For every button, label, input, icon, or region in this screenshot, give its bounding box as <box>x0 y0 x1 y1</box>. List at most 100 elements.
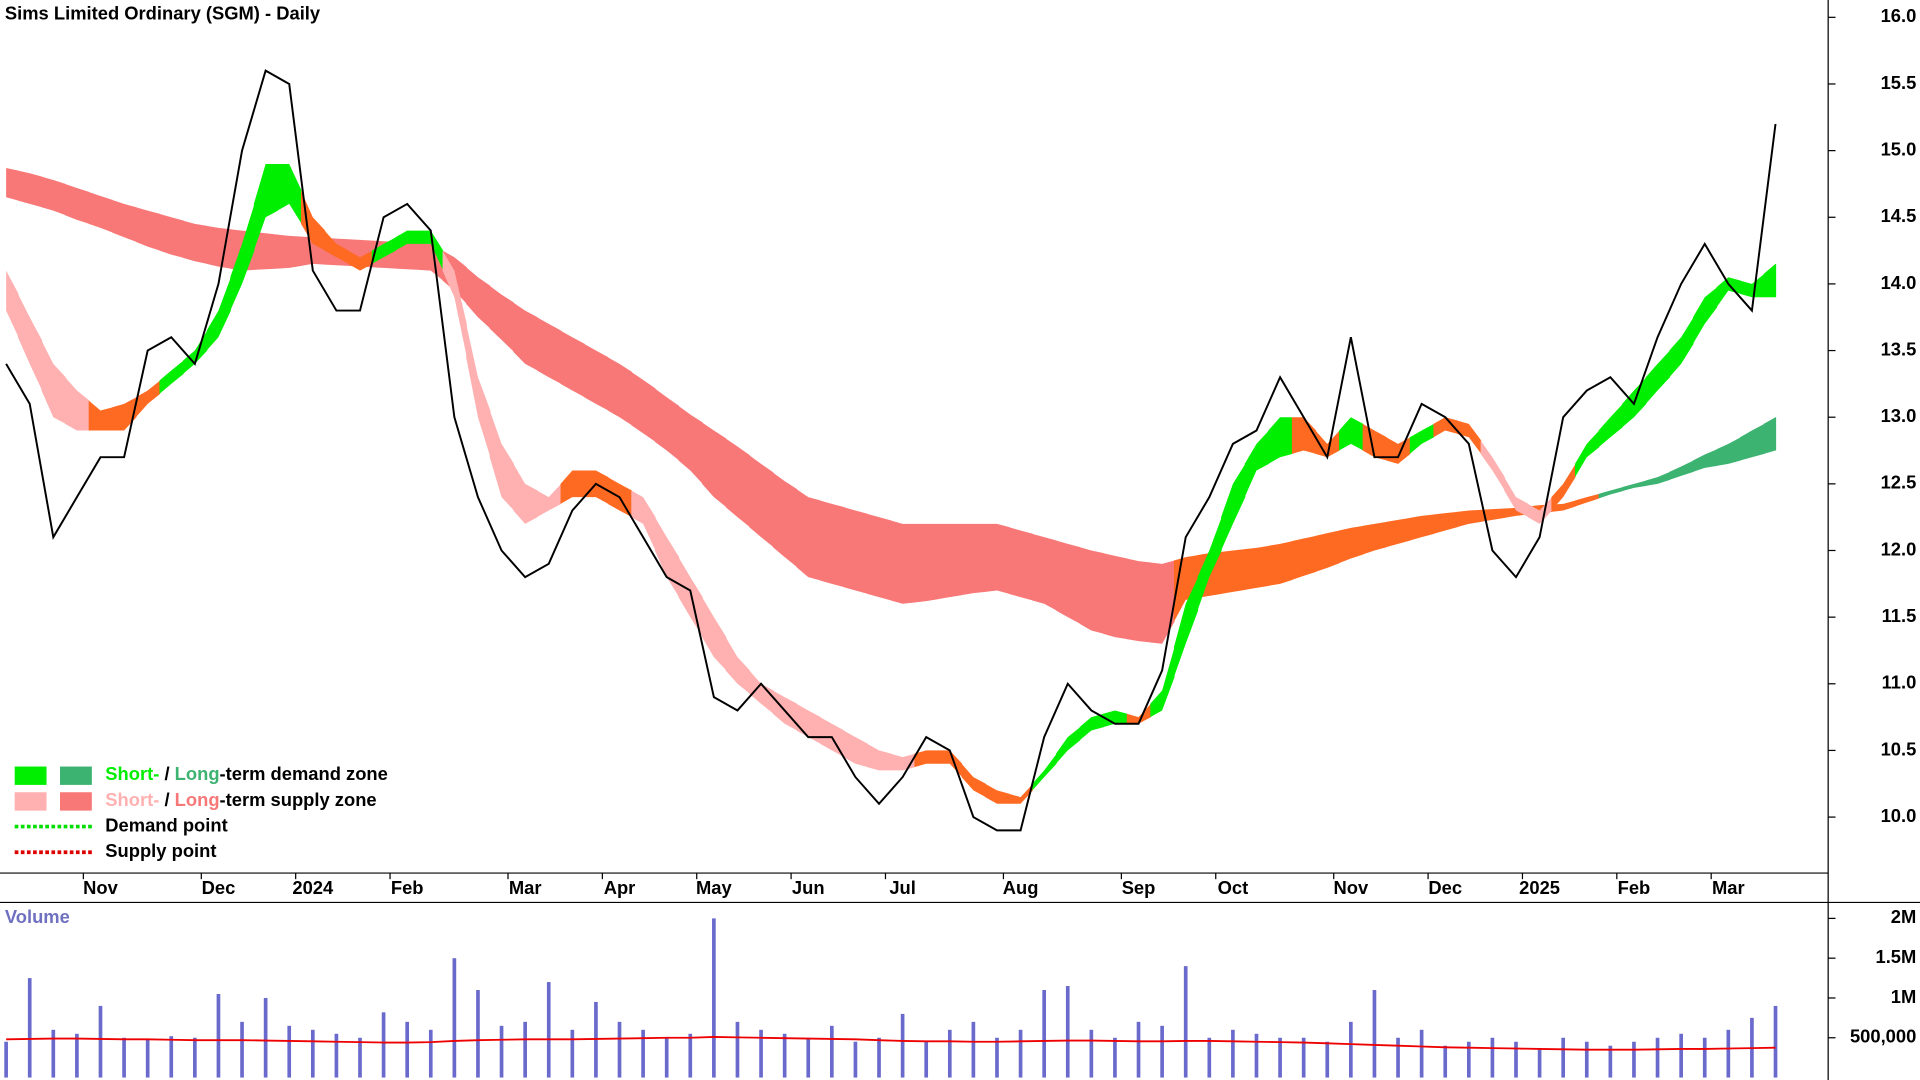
volume-bar <box>806 1037 811 1078</box>
zone-band <box>1315 430 1340 458</box>
x-tick-label: Sep <box>1122 877 1156 898</box>
y-tick-label: 11.0 <box>1882 672 1917 693</box>
zone-band <box>1692 449 1718 472</box>
zone-band <box>253 163 279 251</box>
zone-band <box>1386 437 1411 464</box>
zone-band <box>1244 430 1269 498</box>
zone-band <box>961 523 986 596</box>
zone-band <box>112 199 137 242</box>
volume-bar <box>688 1033 693 1078</box>
zone-band <box>1126 558 1151 643</box>
volume-bar <box>1183 966 1188 1078</box>
zone-band <box>253 231 279 270</box>
volume-bar <box>1702 1037 1707 1078</box>
legend-text: Long <box>175 763 220 784</box>
zone-band <box>41 176 66 216</box>
zone-band <box>1103 553 1128 640</box>
volume-bar <box>1160 1025 1164 1078</box>
zone-band <box>277 234 302 269</box>
zone-band <box>607 357 632 426</box>
zone-band <box>1079 713 1104 741</box>
x-tick-label: Feb <box>1618 877 1651 898</box>
volume-bar <box>1537 1049 1542 1078</box>
volume-bar <box>1136 1021 1141 1078</box>
volume-bar <box>1113 1037 1117 1078</box>
zone-band <box>489 285 514 352</box>
zone-band <box>1409 514 1435 541</box>
zone-band <box>820 500 845 588</box>
volume-bar <box>1726 1029 1731 1078</box>
zone-band <box>749 455 774 548</box>
zone-band <box>1126 703 1151 724</box>
x-tick-label: Aug <box>1003 877 1039 898</box>
x-tick-label: Dec <box>1428 877 1462 898</box>
volume-bar <box>1065 986 1070 1078</box>
y-tick-label: 10.0 <box>1881 805 1917 826</box>
zone-band <box>1645 471 1670 486</box>
zone-band <box>135 207 161 251</box>
zone-band <box>371 237 396 264</box>
volume-bar <box>51 1029 56 1078</box>
volume-bar <box>405 1021 410 1078</box>
zone-band <box>536 317 562 384</box>
zone-band <box>536 483 562 518</box>
zone-band <box>112 397 137 431</box>
zone-band <box>678 405 703 484</box>
zone-band <box>230 203 255 311</box>
zone-band <box>1669 317 1694 378</box>
chart-title: Sims Limited Ordinary (SGM) - Daily <box>5 3 321 24</box>
zone-band <box>1291 535 1317 580</box>
volume-bar <box>358 1037 362 1078</box>
volume-bar <box>1419 1029 1424 1078</box>
y-tick-label: 10.5 <box>1881 738 1917 759</box>
zone-band <box>513 463 538 524</box>
y-tick-label: 12.0 <box>1881 538 1917 559</box>
volume-bar <box>98 1005 103 1078</box>
zone-band <box>1008 783 1033 804</box>
zone-band <box>725 637 750 694</box>
zone-band <box>584 470 609 504</box>
zone-band <box>1433 417 1458 438</box>
x-tick-label: Mar <box>1712 877 1745 898</box>
zone-band <box>88 400 113 431</box>
legend-text: Long <box>175 789 220 810</box>
volume-bar <box>924 1041 929 1078</box>
volume-bar <box>1608 1045 1613 1078</box>
zone-band <box>1079 547 1104 634</box>
zone-band <box>631 490 656 551</box>
zone-band <box>65 377 90 431</box>
zone-band <box>631 371 656 442</box>
zone-band <box>938 523 963 600</box>
volume-bar <box>122 1037 126 1078</box>
volume-bar <box>1042 990 1046 1078</box>
legend-swatch <box>14 792 47 811</box>
y-tick-label: 1M <box>1891 986 1917 1007</box>
volume-bar <box>1514 1041 1518 1078</box>
zone-band <box>1457 509 1482 528</box>
zone-band <box>867 513 892 601</box>
y-tick-label: 15.0 <box>1881 138 1917 159</box>
volume-bar <box>4 1041 8 1078</box>
zone-band <box>1150 647 1175 718</box>
volume-bar <box>712 918 716 1078</box>
volume-bar <box>27 978 32 1078</box>
zone-band <box>442 250 467 358</box>
y-tick-label: 14.0 <box>1881 272 1917 293</box>
volume-bar <box>263 997 268 1078</box>
zones <box>6 163 1777 804</box>
zone-band <box>395 241 420 270</box>
zone-band <box>843 730 868 768</box>
x-tick-label: Nov <box>1334 877 1369 898</box>
volume-bar <box>641 1029 645 1078</box>
volume-title: Volume <box>5 906 70 927</box>
price-line <box>5 69 1777 832</box>
legend-text: Short- <box>105 789 159 810</box>
zone-band <box>1339 417 1364 451</box>
zone-band <box>914 523 939 603</box>
zone-band <box>1055 540 1081 624</box>
volume-bar <box>782 1033 787 1078</box>
volume-average <box>6 1036 1776 1051</box>
zone-band <box>985 783 1010 804</box>
zone-band <box>985 523 1010 594</box>
zone-band <box>654 517 680 598</box>
